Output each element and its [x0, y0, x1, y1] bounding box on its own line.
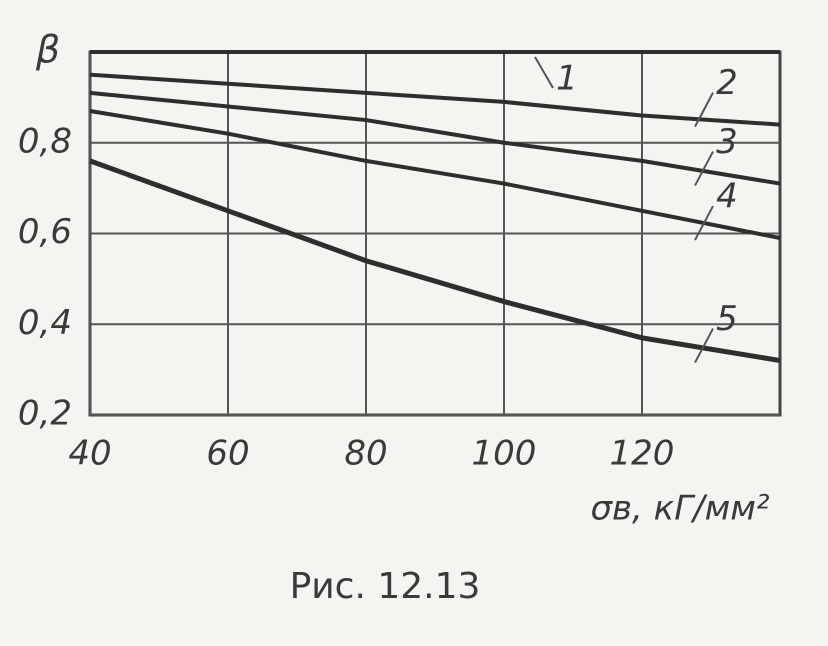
x-tick-label: 120	[610, 434, 675, 474]
leader-line	[694, 328, 714, 364]
curve-label: 1	[556, 59, 578, 99]
curve	[89, 109, 781, 241]
y-tick-label: 0,4	[18, 303, 72, 343]
x-axis-label: σв, кГ/мм²	[590, 489, 769, 529]
curve	[89, 90, 781, 186]
x-tick-label: 60	[206, 434, 249, 474]
curve-label: 5	[716, 299, 738, 339]
curve-label: 2	[716, 63, 738, 103]
leader-line	[694, 92, 714, 128]
y-tick-label: 0,6	[18, 212, 72, 252]
leader-line	[694, 151, 714, 187]
y-axis-label: β	[35, 28, 60, 72]
leader-line	[694, 205, 714, 241]
x-tick-label: 100	[472, 434, 537, 474]
leader-line	[534, 56, 554, 89]
y-tick-label: 0,2	[18, 394, 72, 434]
curve	[89, 158, 781, 364]
y-tick-label: 0,8	[18, 121, 72, 161]
curve-label: 3	[716, 122, 738, 162]
x-tick-label: 40	[68, 434, 111, 474]
curve	[89, 72, 781, 127]
curve-label: 4	[716, 177, 738, 217]
caption: Рис. 12.13	[290, 566, 481, 607]
x-tick-label: 80	[344, 434, 387, 474]
